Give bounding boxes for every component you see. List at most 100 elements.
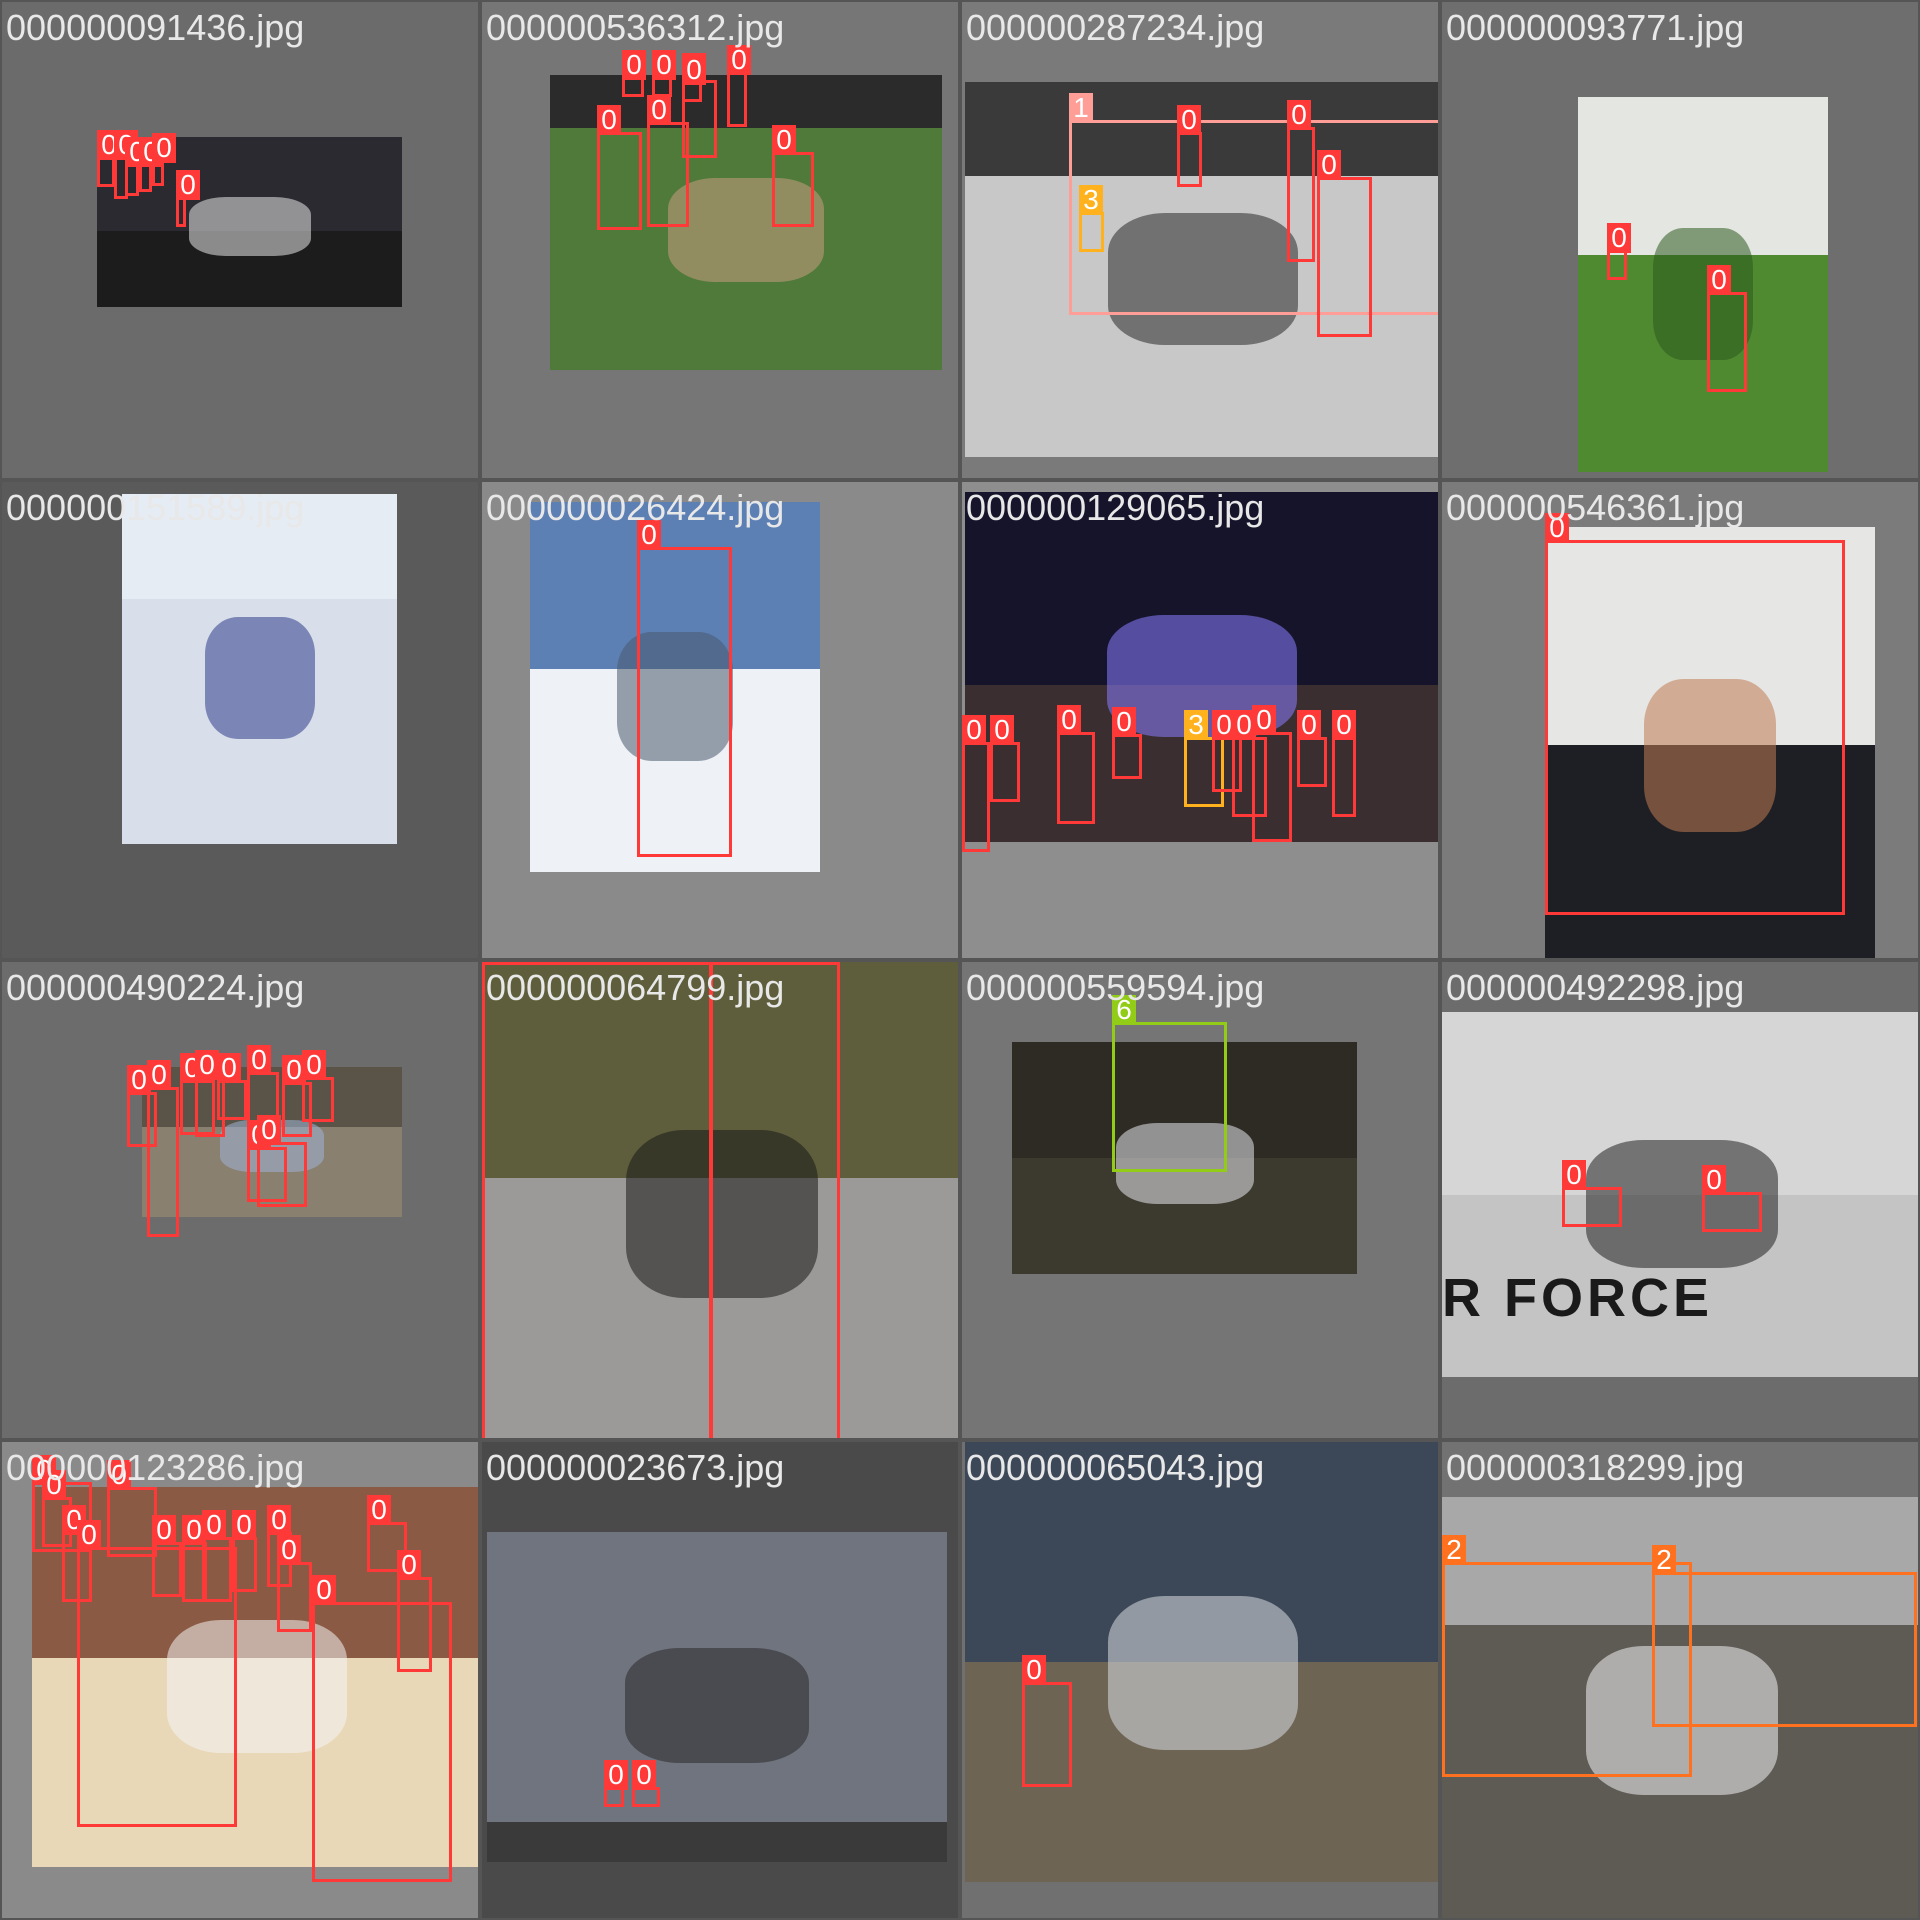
detection-box-class-0: 0 (652, 50, 676, 97)
detection-box-class-0: 0 (1022, 1655, 1072, 1787)
detection-box-class-0: 0 (176, 170, 200, 227)
thumbnail-image (1012, 1042, 1357, 1274)
mosaic-tile[interactable]: 1 0 0 0 3 000000287234.jpg (960, 0, 1440, 480)
detection-class-label: 0 (597, 105, 621, 135)
detection-class-label: 0 (1287, 100, 1311, 130)
detection-class-label: 0 (1607, 223, 1631, 253)
detection-class-label: 0 (604, 1760, 628, 1790)
detection-box-class-0: 0 (962, 715, 990, 852)
detection-box-class-0: 0 (1177, 105, 1202, 187)
thumbnail-image: R FORCE (1442, 1012, 1918, 1377)
mosaic-tile[interactable]: 00000000000151589.jpg (0, 480, 480, 960)
mosaic-tile[interactable]: 2 2 000000318299.jpg (1440, 1440, 1920, 1920)
detection-box-class-0: 0 (1545, 513, 1845, 915)
detection-class-label: 0 (302, 1050, 326, 1080)
detection-box-class-0: 0 (302, 1050, 334, 1122)
detection-class-label: 0 (1562, 1160, 1586, 1190)
detection-box-class-0: 0 (1562, 1160, 1622, 1227)
mosaic-tile[interactable]: 6 000000559594.jpg (960, 960, 1440, 1440)
detection-box-class-0: 0 (1287, 100, 1315, 262)
detection-box-class-0: 0 (1112, 707, 1142, 779)
mosaic-tile[interactable]: 0000000000000000490224.jpg (0, 960, 480, 1440)
thumbnail-image (965, 492, 1438, 842)
detection-class-label: 0 (682, 55, 706, 85)
image-filename: 000000023673.jpg (486, 1447, 785, 1488)
detection-class-label: 0 (1317, 150, 1341, 180)
image-subject-shape (1586, 1645, 1778, 1795)
detection-box-class-0: 0 (1057, 705, 1095, 824)
mosaic-tile[interactable]: 00000000000000536312.jpg (480, 0, 960, 480)
painted-aircraft-text: R FORCE (1442, 1268, 1713, 1328)
detection-class-label: 0 (1707, 265, 1731, 295)
image-filename: 000000318299.jpg (1446, 1447, 1745, 1488)
detection-box-class-0: 0 (397, 1550, 432, 1672)
detection-box-class-6: 6 (1112, 995, 1227, 1172)
detection-box-class-0: 0 (367, 1495, 407, 1572)
mosaic-tile[interactable]: 0 0 000000093771.jpg (1440, 0, 1920, 480)
detection-box-class-0: 0 (42, 1470, 72, 1547)
detection-box-class-0: 0 (77, 1520, 237, 1827)
detection-box-class-0: 0 (1707, 265, 1747, 392)
detection-class-label: 0 (257, 1115, 281, 1145)
detection-class-label: 2 (1442, 1535, 1466, 1565)
image-subject-shape (204, 616, 315, 739)
detection-class-label: 0 (1252, 705, 1276, 735)
image-subject-shape (1644, 679, 1776, 832)
mosaic-tile[interactable]: 0 0 0 0 3 0 0 0 0 0 000000129065.jpg (960, 480, 1440, 960)
detection-box-class-0: 0 (282, 1055, 312, 1137)
image-subject-shape (617, 631, 733, 761)
detection-box-class-0: 0 (97, 130, 121, 187)
detection-box-class-0: 0 (312, 1575, 452, 1882)
detection-box-class-1: 1 (1069, 93, 1438, 315)
mosaic-tile[interactable]: 0 000000546361.jpg (1440, 480, 1920, 960)
image-filename: 000000536312.jpg (486, 7, 785, 48)
detection-class-label: 0 (637, 520, 661, 550)
detection-class-label: 0 (1177, 105, 1201, 135)
image-subject-shape (188, 196, 311, 256)
detection-box-class-0: 0 (597, 105, 642, 230)
detection-class-label: 0 (772, 125, 796, 155)
image-filename: 000000064799.jpg (486, 967, 785, 1008)
detection-box-class-0: 0 (217, 1053, 247, 1120)
detection-box-class-0: 0 (604, 1760, 628, 1807)
detection-class-label: 0 (710, 962, 734, 965)
image-background-region (122, 494, 397, 599)
mosaic-tile[interactable]: 0 000000026424.jpg (480, 480, 960, 960)
detection-class-label: 0 (1022, 1655, 1046, 1685)
detection-class-label: 0 (202, 1510, 226, 1540)
thumbnail-image (487, 1532, 947, 1862)
detection-class-label: 0 (195, 1050, 219, 1080)
detection-class-label: 0 (1112, 707, 1136, 737)
mosaic-tile[interactable]: 0 0 000000023673.jpg (480, 1440, 960, 1920)
image-filename: 000000026424.jpg (486, 487, 785, 528)
detection-box-class-0: 0 (1252, 705, 1292, 842)
mosaic-tile[interactable]: 0 000000065043.jpg (960, 1440, 1440, 1920)
detection-class-label: 0 (277, 1535, 301, 1565)
mosaic-tile[interactable]: R FORCE 0 0 000000492298.jpg (1440, 960, 1920, 1440)
detection-box-class-0: 0 (107, 1460, 157, 1557)
detection-class-label: 0 (1332, 710, 1356, 740)
detection-class-label: 0 (1545, 513, 1569, 543)
detection-class-label: 0 (1057, 705, 1081, 735)
detection-class-label: 0 (147, 1060, 171, 1090)
image-subject-shape (626, 1130, 818, 1298)
detection-class-label: 0 (176, 170, 200, 200)
image-filename: 000000123286.jpg (6, 1447, 305, 1488)
mosaic-tile[interactable]: 0 0 000000064799.jpg (480, 960, 960, 1440)
mosaic-tile[interactable]: 00000000000000000000123286.jpg (0, 1440, 480, 1920)
image-filename: 000000559594.jpg (966, 967, 1265, 1008)
detection-box-class-0: 0 (277, 1535, 312, 1632)
detection-class-label: 0 (622, 50, 646, 80)
image-filename: 000000093771.jpg (1446, 7, 1745, 48)
mosaic-tile[interactable]: 000000000000091436.jpg (0, 0, 480, 480)
image-filename: 000000287234.jpg (966, 7, 1265, 48)
detection-class-label: 0 (152, 133, 176, 163)
detection-box-class-0: 0 (647, 95, 689, 227)
detection-box-class-2: 2 (1652, 1545, 1917, 1727)
detection-box-class-0: 0 (247, 1045, 279, 1127)
image-subject-shape (1586, 1139, 1778, 1268)
detection-class-label: 0 (482, 962, 506, 965)
image-subject-shape (1107, 1596, 1298, 1750)
detection-box-class-0: 0 (1297, 710, 1327, 787)
